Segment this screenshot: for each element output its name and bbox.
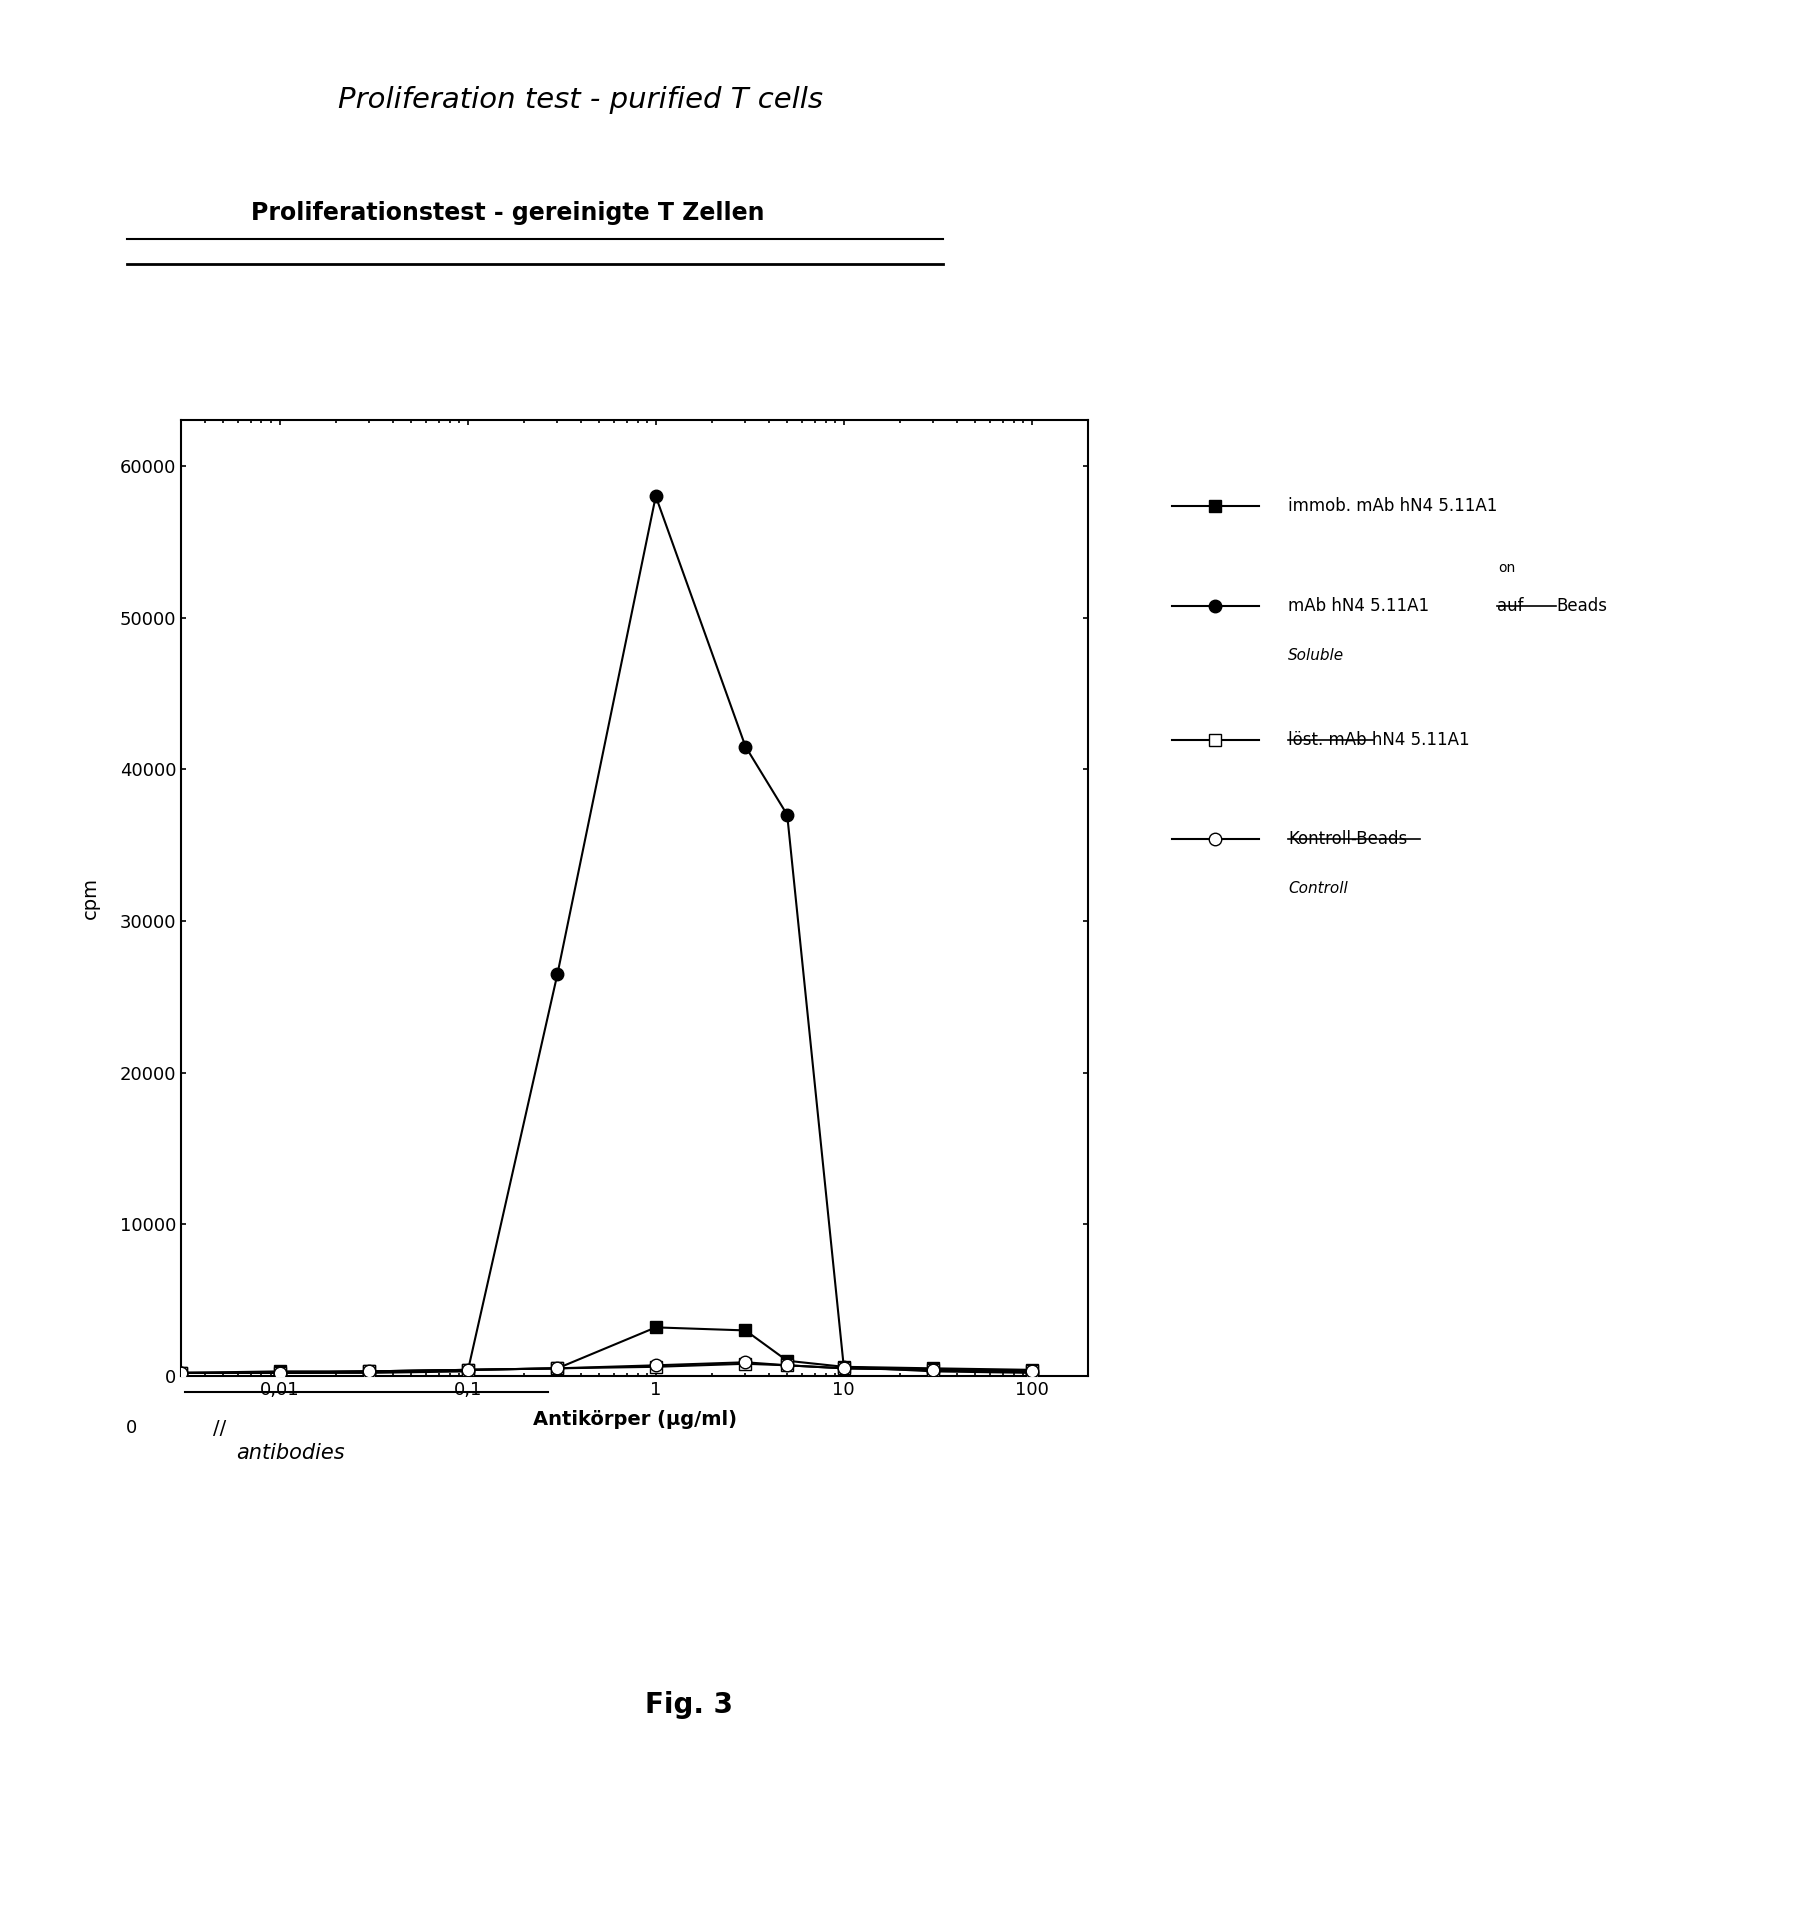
- Text: mAb hN4 5.11A1: mAb hN4 5.11A1: [1288, 596, 1435, 615]
- Text: Kontroll-Beads: Kontroll-Beads: [1288, 829, 1408, 848]
- Text: //: //: [212, 1420, 227, 1437]
- Text: immob. mAb hN4 5.11A1: immob. mAb hN4 5.11A1: [1288, 497, 1497, 516]
- Text: Proliferationstest - gereinigte T Zellen: Proliferationstest - gereinigte T Zellen: [250, 201, 766, 225]
- Text: 0: 0: [125, 1420, 138, 1437]
- Text: antibodies: antibodies: [236, 1443, 345, 1462]
- Text: Beads: Beads: [1556, 596, 1607, 615]
- Text: Fig. 3: Fig. 3: [646, 1691, 733, 1720]
- Text: on: on: [1498, 562, 1517, 575]
- X-axis label: Antikörper (µg/ml): Antikörper (µg/ml): [533, 1410, 736, 1429]
- Text: löst. mAb hN4 5.11A1: löst. mAb hN4 5.11A1: [1288, 730, 1469, 749]
- Text: Proliferation test - purified T cells: Proliferation test - purified T cells: [337, 86, 824, 115]
- Text: Soluble: Soluble: [1288, 648, 1344, 663]
- Text: Controll: Controll: [1288, 881, 1348, 896]
- Y-axis label: cpm: cpm: [82, 877, 100, 919]
- Text: auf: auf: [1497, 596, 1524, 615]
